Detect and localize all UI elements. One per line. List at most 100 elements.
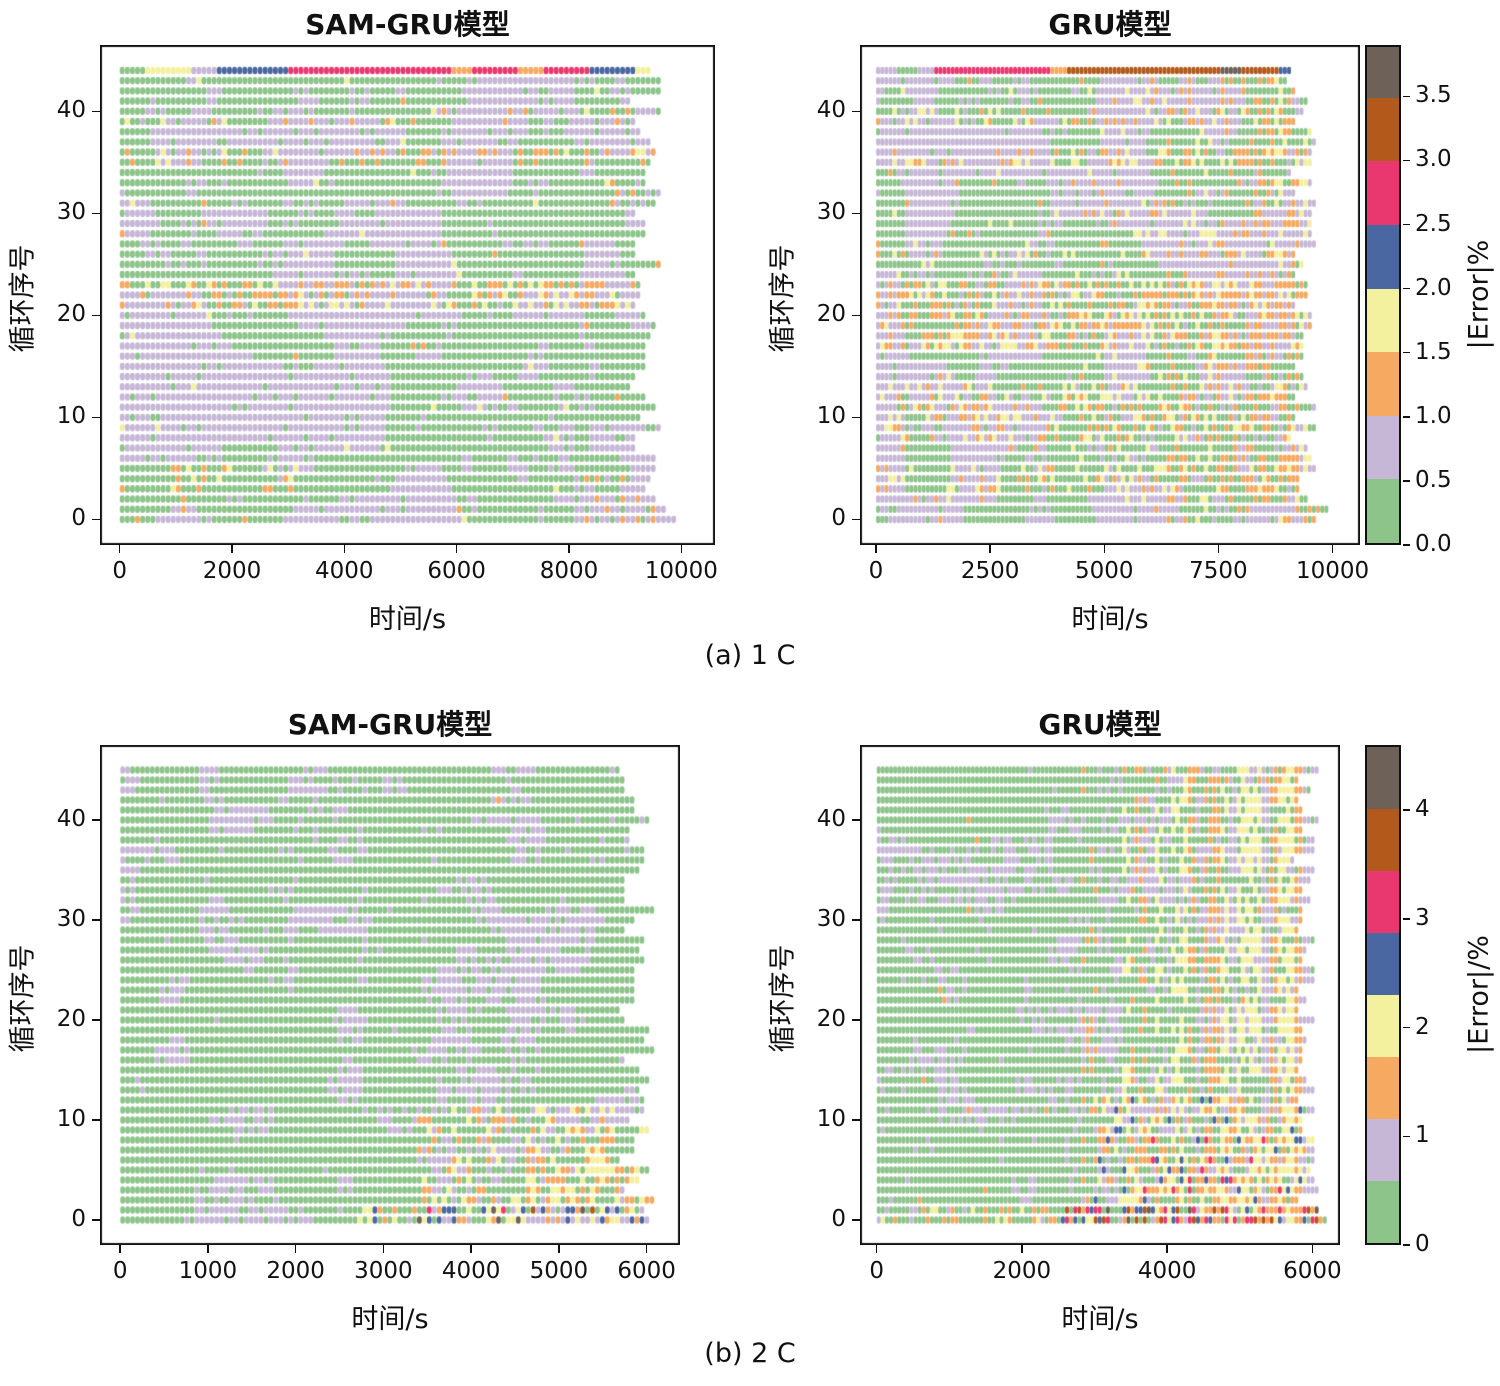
x-tick	[382, 1245, 385, 1253]
y-tick	[92, 110, 100, 113]
colorbar-label: |Error|/%	[1463, 935, 1495, 1054]
colorbar-tick	[1403, 1026, 1410, 1029]
colorbar-tick-label: 1.0	[1415, 402, 1452, 429]
colorbar-band-lavender	[1367, 415, 1399, 480]
y-tick-label: 0	[71, 505, 86, 532]
x-tick	[118, 545, 121, 553]
colorbar	[1365, 745, 1401, 1245]
x-tick-label: 8000	[539, 558, 599, 584]
colorbar-tick-label: 1.5	[1415, 338, 1452, 365]
colorbar-band-pink	[1367, 161, 1399, 226]
x-tick-label: 0	[112, 558, 127, 584]
x-tick	[989, 545, 991, 553]
colorbar-tick-label: 3	[1415, 904, 1430, 931]
x-tick	[558, 1245, 560, 1253]
y-tick-label: 10	[816, 1106, 846, 1132]
y-tick-label: 40	[816, 806, 846, 832]
x-axis-label: 时间/s	[368, 604, 447, 635]
y-tick	[852, 416, 860, 419]
x-tick	[294, 1245, 297, 1253]
y-tick	[852, 110, 860, 113]
y-tick	[92, 416, 100, 419]
y-tick	[852, 819, 860, 821]
colorbar-band-gray	[1367, 747, 1399, 809]
x-tick	[875, 1245, 878, 1253]
x-tick	[1103, 545, 1106, 553]
x-tick	[343, 545, 346, 553]
y-tick-label: 30	[816, 199, 846, 226]
y-tick-label: 40	[56, 806, 86, 832]
y-tick-label: 20	[816, 301, 846, 328]
colorbar-band-blue	[1367, 225, 1399, 289]
x-tick-label: 2000	[992, 1258, 1052, 1284]
x-tick-label: 7500	[1189, 558, 1248, 584]
x-tick	[207, 1245, 209, 1253]
colorbar-tick-label: 0.5	[1415, 466, 1452, 493]
colorbar-tick	[1403, 416, 1410, 418]
colorbar-tick-label: 0	[1415, 1231, 1430, 1257]
y-tick	[92, 1019, 100, 1021]
x-tick-label: 4000	[1137, 1258, 1197, 1284]
x-tick	[119, 1245, 121, 1253]
colorbar-tick-label: 2.5	[1415, 210, 1452, 237]
x-tick-label: 2500	[960, 558, 1020, 584]
x-tick-label: 4000	[441, 1258, 501, 1284]
y-tick	[852, 919, 860, 921]
colorbar-tick	[1403, 223, 1410, 226]
colorbar-tick	[1403, 918, 1410, 920]
colorbar-tick	[1403, 159, 1410, 162]
y-tick	[852, 518, 860, 521]
y-tick-label: 10	[56, 403, 86, 430]
x-tick	[1166, 1245, 1168, 1253]
colorbar-band-blue	[1367, 933, 1399, 995]
heatmap-canvas	[100, 745, 680, 1245]
y-tick	[92, 212, 100, 215]
y-tick-label: 0	[71, 1206, 86, 1232]
heatmap-canvas	[100, 45, 715, 545]
y-tick	[852, 314, 860, 317]
x-tick-label: 4000	[315, 558, 374, 584]
x-tick	[231, 545, 233, 553]
y-tick	[852, 1019, 860, 1021]
y-tick	[852, 1219, 860, 1221]
colorbar-tick	[1403, 351, 1410, 354]
x-tick-label: 6000	[427, 558, 486, 584]
x-tick	[568, 545, 570, 553]
colorbar-band-lavender	[1367, 1119, 1399, 1181]
colorbar-tick	[1403, 95, 1410, 98]
colorbar-band-orange	[1367, 352, 1399, 416]
subfigure-a-caption: (a) 1 C	[704, 640, 796, 671]
colorbar-tick	[1403, 1135, 1410, 1138]
y-tick-label: 0	[831, 505, 846, 532]
colorbar-tick-label: 3.0	[1415, 146, 1452, 173]
colorbar-tick	[1403, 1244, 1410, 1246]
x-tick-label: 10000	[644, 558, 718, 584]
y-tick	[92, 1119, 100, 1121]
x-tick	[1311, 1245, 1314, 1253]
x-axis-label: 时间/s	[1071, 604, 1149, 635]
y-tick	[852, 1119, 860, 1121]
y-tick-label: 30	[56, 199, 86, 226]
y-tick-label: 20	[56, 301, 86, 328]
x-tick-label: 5000	[1075, 558, 1134, 584]
colorbar-band-orange	[1367, 1057, 1399, 1119]
colorbar-band-brown	[1367, 97, 1399, 162]
y-tick-label: 40	[56, 97, 86, 124]
y-tick-label: 30	[816, 906, 846, 932]
colorbar-band-gray	[1367, 47, 1399, 98]
colorbar	[1365, 45, 1401, 545]
panel-title: GRU模型	[1048, 8, 1172, 41]
x-tick	[680, 545, 683, 553]
x-tick-label: 2000	[266, 1258, 325, 1284]
y-tick-label: 10	[816, 403, 846, 430]
x-tick-label: 0	[112, 1258, 128, 1284]
x-tick-label: 2000	[202, 558, 262, 584]
panel-title: SAM-GRU模型	[287, 708, 493, 741]
x-tick-label: 6000	[617, 1258, 676, 1284]
x-tick	[470, 1245, 472, 1253]
y-tick-label: 10	[56, 1106, 86, 1132]
x-axis-label: 时间/s	[1061, 1304, 1139, 1335]
colorbar-band-green	[1367, 479, 1399, 543]
colorbar-tick	[1403, 480, 1410, 482]
